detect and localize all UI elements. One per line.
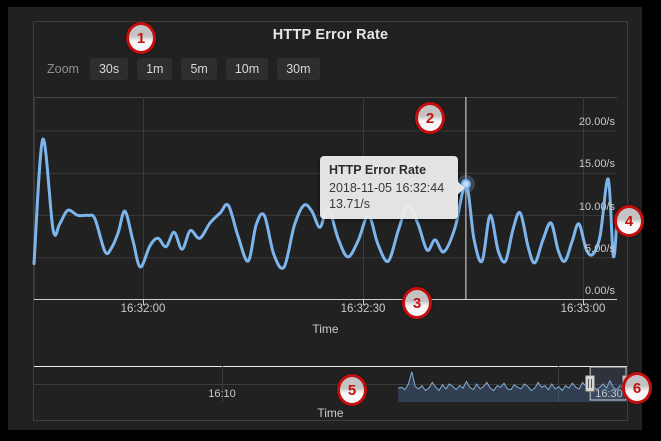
tooltip-timestamp: 2018-11-05 16:32:44 [329,181,445,195]
zoom-button-30m[interactable]: 30m [277,58,320,80]
main-x-axis-title: Time [312,322,339,336]
tooltip: HTTP Error Rate 2018-11-05 16:32:44 13.7… [320,156,458,219]
x-axis-label-2: 16:32:30 [340,303,386,315]
tooltip-value: 13.71/s [329,197,371,211]
zoom-preset-bar: Zoom 30s 1m 5m 10m 30m [47,58,320,80]
tooltip-arrow [457,181,465,195]
navigator-tick-1630: 16:30 [595,388,623,400]
y-axis-label-0: 0.00/s [585,285,615,297]
y-axis-label-10: 10.00/s [578,201,615,213]
annotation-badge-5: 5 [337,374,367,406]
navigator-area [398,371,627,402]
annotation-badge-4: 4 [614,205,644,237]
chart-title: HTTP Error Rate [272,27,389,43]
zoom-button-10m[interactable]: 10m [225,58,269,80]
y-axis-label-20: 20.00/s [578,116,615,128]
zoom-button-30s[interactable]: 30s [89,58,129,80]
x-axis-label-3: 16:33:00 [560,303,606,315]
y-axis-label-15: 15.00/s [578,158,615,170]
zoom-button-1m[interactable]: 1m [137,58,173,80]
navigator-svg [34,366,628,402]
navigator-tick-1610: 16:10 [208,388,236,400]
annotation-badge-2: 2 [415,102,445,134]
annotation-badge-1: 1 [126,22,156,54]
chart-panel [33,21,628,421]
tooltip-series-name: HTTP Error Rate [329,163,427,177]
zoom-label: Zoom [47,62,79,76]
navigator-x-axis-title: Time [317,406,344,420]
annotation-badge-6: 6 [622,372,652,404]
navigator[interactable]: 16:10 16:30 Time [34,360,632,420]
zoom-button-5m[interactable]: 5m [181,58,217,80]
x-axis-label-1: 16:32:00 [120,303,166,315]
y-axis-label-5: 5.00/s [585,243,615,255]
navigator-left-handle[interactable] [585,375,595,392]
annotation-badge-3: 3 [402,287,432,319]
